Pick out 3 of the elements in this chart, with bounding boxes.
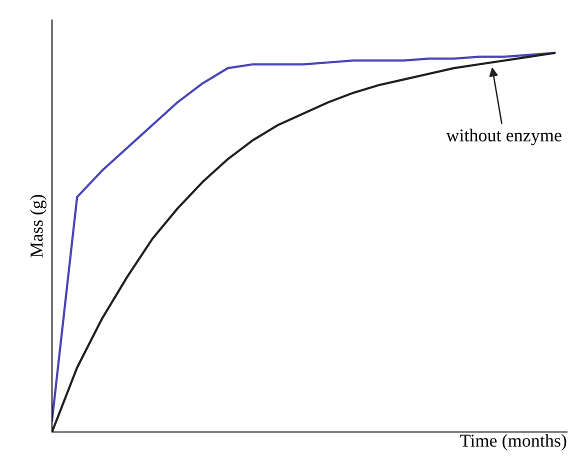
x-axis-title: Time (months) <box>460 434 566 450</box>
y-axis-title: Mass (g) <box>30 194 46 258</box>
annotation: without enzyme <box>446 128 562 146</box>
